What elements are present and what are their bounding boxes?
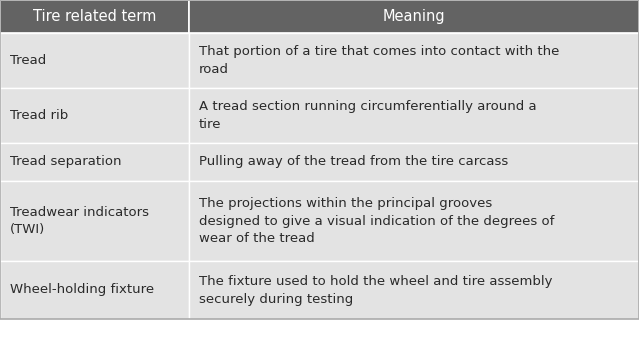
Text: Tread rib: Tread rib xyxy=(10,109,68,122)
Bar xyxy=(0,143,189,181)
Text: A tread section running circumferentially around a
tire: A tread section running circumferentiall… xyxy=(199,100,536,131)
Bar xyxy=(0,0,189,33)
Text: Pulling away of the tread from the tire carcass: Pulling away of the tread from the tire … xyxy=(199,156,508,169)
Bar xyxy=(189,261,639,319)
Text: The fixture used to hold the wheel and tire assembly
securely during testing: The fixture used to hold the wheel and t… xyxy=(199,275,552,306)
Bar xyxy=(189,0,639,33)
Bar xyxy=(0,261,189,319)
Bar xyxy=(0,181,189,261)
Text: Wheel-holding fixture: Wheel-holding fixture xyxy=(10,283,154,296)
Text: Tire related term: Tire related term xyxy=(33,9,156,24)
Bar xyxy=(189,88,639,143)
Text: That portion of a tire that comes into contact with the
road: That portion of a tire that comes into c… xyxy=(199,45,559,76)
Bar xyxy=(189,181,639,261)
Bar xyxy=(0,88,189,143)
Bar xyxy=(0,33,189,88)
Bar xyxy=(189,33,639,88)
Text: The projections within the principal grooves
designed to give a visual indicatio: The projections within the principal gro… xyxy=(199,196,554,245)
Text: Meaning: Meaning xyxy=(382,9,445,24)
Bar xyxy=(189,143,639,181)
Text: Treadwear indicators
(TWI): Treadwear indicators (TWI) xyxy=(10,206,149,237)
Text: Tread: Tread xyxy=(10,54,46,67)
Text: Tread separation: Tread separation xyxy=(10,156,121,169)
